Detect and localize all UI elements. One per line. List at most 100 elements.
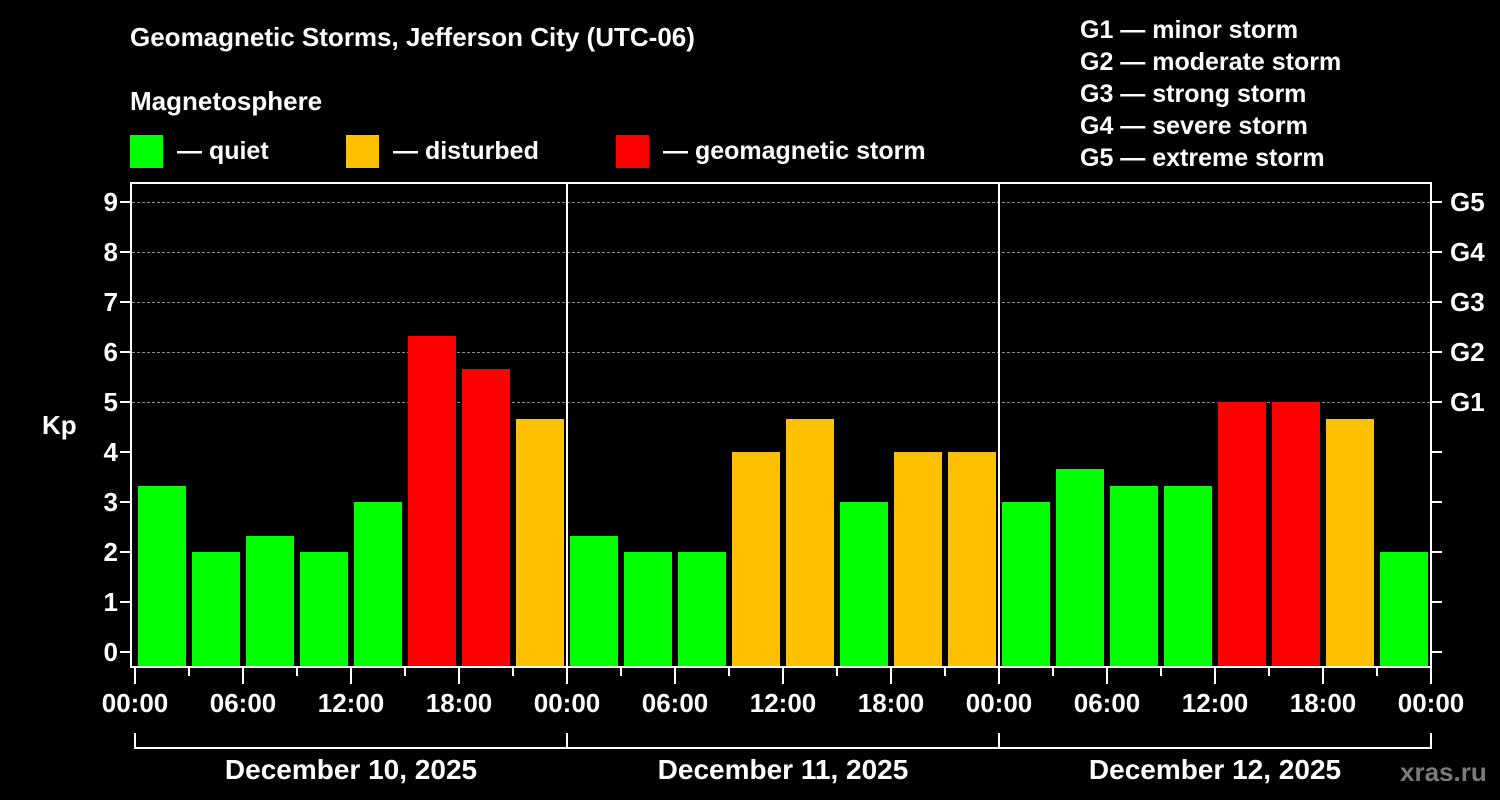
g-legend-g4: G4 — severe storm bbox=[1080, 112, 1308, 140]
y-tick-right bbox=[1432, 401, 1442, 403]
y-tick-label: 6 bbox=[103, 337, 118, 367]
x-tick-major bbox=[674, 668, 676, 684]
x-tick-major bbox=[1430, 668, 1432, 684]
day-bracket bbox=[566, 733, 998, 749]
x-tick-label: 06:00 bbox=[209, 688, 277, 718]
x-tick-major bbox=[350, 668, 352, 684]
kp-bar bbox=[246, 535, 294, 668]
y-tick-right bbox=[1432, 601, 1442, 603]
g-legend-g2: G2 — moderate storm bbox=[1080, 48, 1342, 76]
x-tick-label: 00:00 bbox=[101, 688, 169, 718]
gridline bbox=[132, 252, 1430, 253]
kp-bar bbox=[516, 418, 564, 668]
kp-bar bbox=[948, 452, 996, 668]
gridline bbox=[132, 202, 1430, 203]
y-tick bbox=[120, 301, 130, 303]
g-scale-label: G5 bbox=[1450, 187, 1485, 217]
x-tick-label: 12:00 bbox=[749, 688, 817, 718]
day-bracket-end bbox=[1430, 733, 1432, 749]
gridline bbox=[132, 352, 1430, 353]
kp-bar bbox=[570, 535, 618, 668]
y-tick-label: 8 bbox=[103, 237, 118, 267]
kp-bar bbox=[624, 552, 672, 668]
x-tick-major bbox=[242, 668, 244, 684]
y-tick-right bbox=[1432, 501, 1442, 503]
gridline bbox=[132, 402, 1430, 403]
kp-bar bbox=[192, 552, 240, 668]
legend-item-quiet: — quiet bbox=[130, 134, 269, 168]
g-scale-label: G4 bbox=[1450, 237, 1485, 267]
kp-bar bbox=[678, 552, 726, 668]
y-tick-label: 2 bbox=[103, 537, 118, 567]
legend-label: — disturbed bbox=[393, 136, 539, 165]
x-tick-label: 00:00 bbox=[1397, 688, 1465, 718]
y-tick-right bbox=[1432, 451, 1442, 453]
day-separator bbox=[566, 182, 568, 668]
x-tick-major bbox=[566, 668, 568, 684]
kp-bar bbox=[408, 335, 456, 668]
day-bracket bbox=[998, 733, 1432, 749]
x-tick-label: 18:00 bbox=[425, 688, 493, 718]
y-tick bbox=[120, 401, 130, 403]
x-tick-label: 06:00 bbox=[1073, 688, 1141, 718]
y-tick-right bbox=[1432, 201, 1442, 203]
x-tick-major bbox=[134, 668, 136, 684]
x-tick-major bbox=[1214, 668, 1216, 684]
y-tick-right bbox=[1432, 251, 1442, 253]
g-scale-label: G3 bbox=[1450, 287, 1485, 317]
legend-label: — geomagnetic storm bbox=[663, 136, 926, 165]
kp-bar bbox=[732, 452, 780, 668]
x-tick-label: 12:00 bbox=[317, 688, 385, 718]
x-tick-major bbox=[1106, 668, 1108, 684]
x-tick-minor bbox=[1268, 668, 1270, 676]
y-tick-label: 3 bbox=[103, 487, 118, 517]
y-tick bbox=[120, 551, 130, 553]
quiet-swatch-icon bbox=[130, 134, 163, 168]
y-tick bbox=[120, 251, 130, 253]
x-tick-minor bbox=[944, 668, 946, 676]
x-tick-minor bbox=[836, 668, 838, 676]
plot-frame bbox=[130, 182, 1432, 668]
x-tick-major bbox=[890, 668, 892, 684]
x-tick-major bbox=[782, 668, 784, 684]
y-tick-label: 5 bbox=[103, 387, 118, 417]
legend-item-disturbed: — disturbed bbox=[346, 134, 539, 168]
kp-bar bbox=[1110, 485, 1158, 668]
g-legend-g1: G1 — minor storm bbox=[1080, 16, 1299, 44]
day-label: December 12, 2025 bbox=[1088, 754, 1342, 785]
y-tick-label: 4 bbox=[103, 437, 118, 467]
day-label: December 11, 2025 bbox=[657, 754, 909, 785]
x-tick-minor bbox=[1160, 668, 1162, 676]
g-scale-legend: G1 — minor storm G2 — moderate storm G3 … bbox=[1080, 14, 1341, 174]
y-tick bbox=[120, 651, 130, 653]
x-tick-minor bbox=[620, 668, 622, 676]
kp-bar bbox=[1002, 502, 1050, 668]
y-tick-right bbox=[1432, 551, 1442, 553]
x-tick-major bbox=[998, 668, 1000, 684]
x-tick-minor bbox=[1376, 668, 1378, 676]
x-tick-minor bbox=[188, 668, 190, 676]
x-tick-major bbox=[458, 668, 460, 684]
kp-bar bbox=[1164, 485, 1212, 668]
x-tick-minor bbox=[296, 668, 298, 676]
x-tick-major bbox=[1322, 668, 1324, 684]
x-tick-label: 12:00 bbox=[1181, 688, 1249, 718]
day-bracket bbox=[134, 733, 566, 749]
x-tick-minor bbox=[512, 668, 514, 676]
kp-bar bbox=[354, 502, 402, 668]
kp-bar bbox=[138, 485, 186, 668]
legend-item-storm: — geomagnetic storm bbox=[616, 134, 926, 168]
chart-title: Geomagnetic Storms, Jefferson City (UTC-… bbox=[130, 22, 695, 52]
y-tick-label: 9 bbox=[103, 187, 118, 217]
y-tick bbox=[120, 201, 130, 203]
kp-bar bbox=[894, 452, 942, 668]
y-tick bbox=[120, 451, 130, 453]
x-tick-label: 00:00 bbox=[533, 688, 601, 718]
x-tick-label: 18:00 bbox=[1289, 688, 1357, 718]
x-tick-minor bbox=[1052, 668, 1054, 676]
y-tick bbox=[120, 601, 130, 603]
kp-bar bbox=[1218, 402, 1266, 668]
watermark: xras.ru bbox=[1400, 757, 1487, 787]
kp-bar bbox=[300, 552, 348, 668]
y-tick-label: 7 bbox=[103, 287, 118, 317]
